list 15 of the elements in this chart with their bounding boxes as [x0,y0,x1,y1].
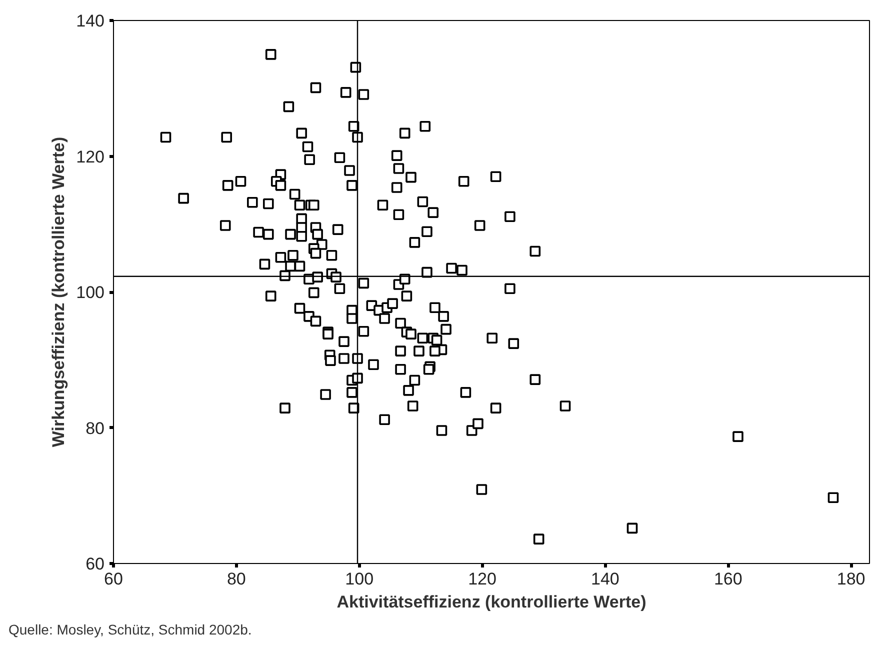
y-tick-label: 80 [86,418,105,438]
x-tick-label: 60 [104,570,123,588]
y-axis-title: Wirkungseffizienz (kontrollierte Werte) [49,136,68,448]
y-tick-label: 100 [76,283,105,302]
y-tick-label: 140 [76,12,105,30]
x-tick-label: 140 [591,570,620,588]
source-note: Quelle: Mosley, Schütz, Schmid 2002b. [8,622,252,638]
x-tick-label: 120 [468,570,496,588]
x-axis-title: Aktivitätseffizienz (kontrollierte Werte) [336,592,646,612]
y-tick-label: 120 [76,147,105,166]
x-tick-label: 100 [345,570,374,588]
x-tick-label: 160 [714,570,742,588]
x-tick-label: 180 [836,570,866,588]
x-tick-label: 80 [226,570,246,588]
y-tick-label: 60 [86,554,105,574]
